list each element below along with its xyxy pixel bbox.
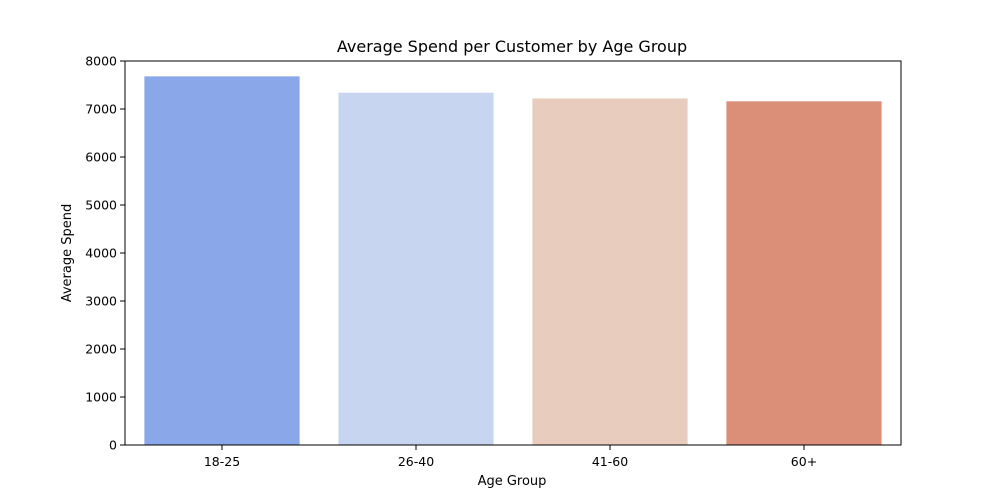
bar-26-40 [338,92,494,446]
x-axis-ticks: 18-25 26-40 41-60 60+ [204,445,817,469]
x-tick-label: 41-60 [592,454,628,469]
bars-group [144,76,882,446]
y-tick-label: 4000 [85,246,117,261]
y-tick-label: 1000 [85,390,117,405]
y-tick-label: 8000 [85,54,117,69]
x-axis-label: Age Group [478,474,547,489]
y-tick-label: 5000 [85,198,117,213]
chart-title: Average Spend per Customer by Age Group [337,37,687,56]
bar-41-60 [532,98,688,445]
y-tick-label: 0 [109,438,117,453]
y-axis-label: Average Spend [60,204,75,303]
y-tick-label: 6000 [85,150,117,165]
x-tick-label: 18-25 [204,454,240,469]
y-axis-ticks: 0 1000 2000 3000 4000 5000 6000 7000 8000 [85,54,125,453]
y-tick-label: 3000 [85,294,117,309]
bar-60+ [726,101,882,445]
x-tick-label: 60+ [791,454,817,469]
bar-18-25 [144,76,300,446]
y-tick-label: 2000 [85,342,117,357]
x-tick-label: 26-40 [398,454,434,469]
y-tick-label: 7000 [85,102,117,117]
